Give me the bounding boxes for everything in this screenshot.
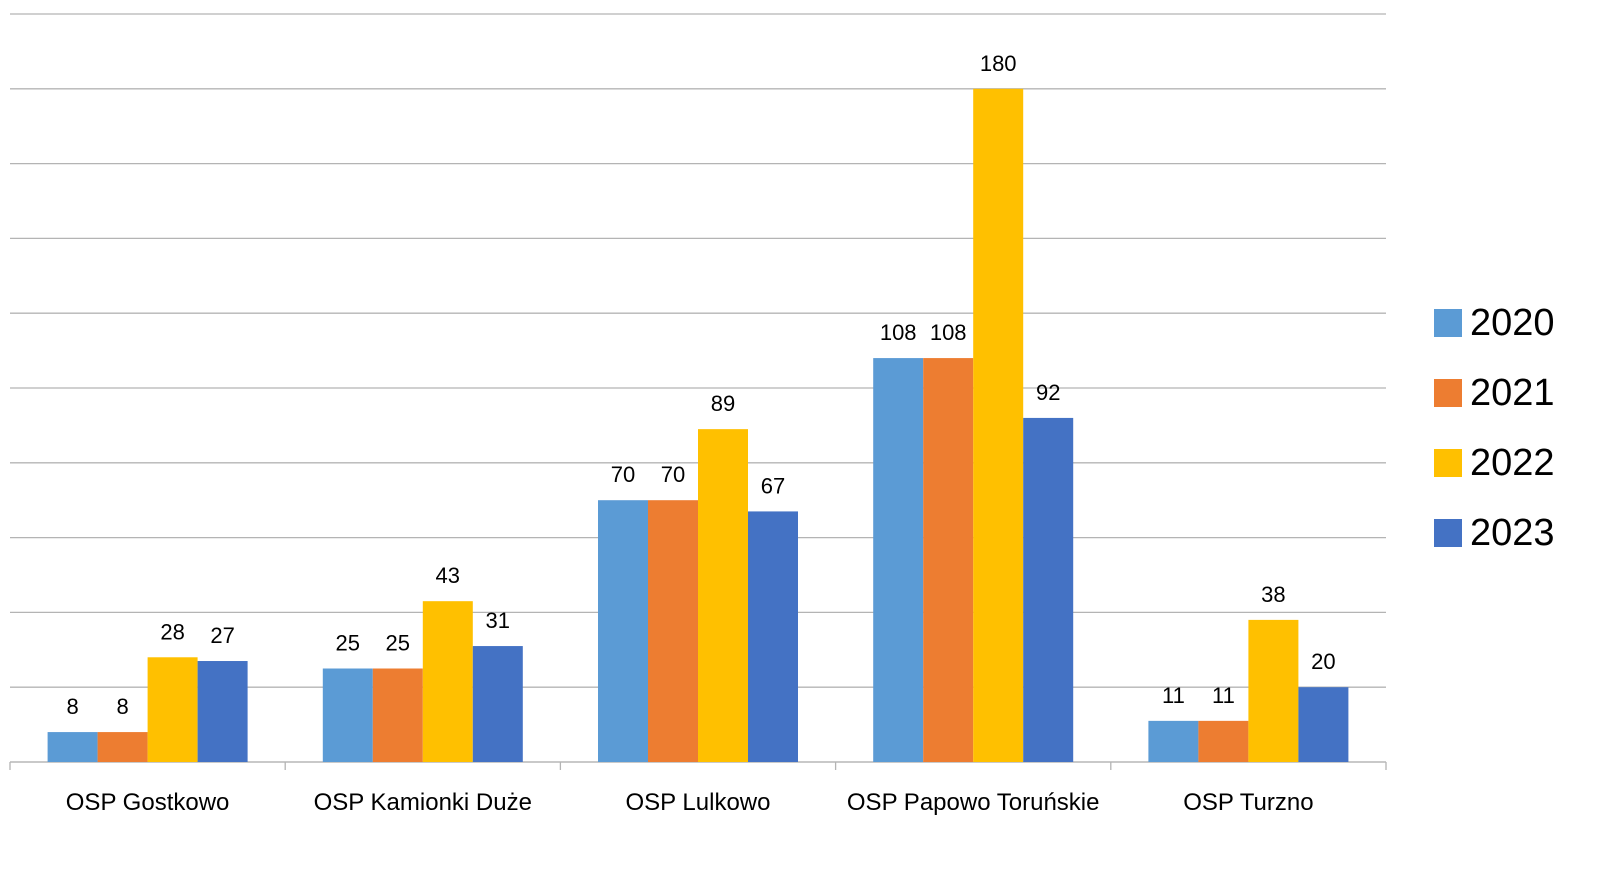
bar [648, 500, 698, 762]
x-tick-label: OSP Gostkowo [66, 789, 230, 816]
data-label: 28 [160, 619, 184, 644]
data-label: 25 [336, 631, 360, 656]
bar [472, 646, 523, 762]
data-label: 8 [116, 694, 128, 719]
x-tick-label: OSP Papowo Toruńskie [847, 789, 1100, 816]
legend-swatch [1434, 519, 1462, 547]
data-label: 31 [486, 608, 510, 633]
data-label: 20 [1311, 649, 1335, 674]
x-tick-label: OSP Turzno [1183, 789, 1313, 816]
bar [973, 88, 1024, 763]
bar [97, 732, 148, 762]
data-label: 43 [436, 563, 460, 588]
data-label: 89 [711, 391, 735, 416]
legend-label: 2022 [1470, 442, 1555, 484]
legend-swatch [1434, 379, 1462, 407]
data-label: 27 [210, 623, 234, 648]
data-label: 67 [761, 473, 785, 498]
data-label: 108 [930, 320, 967, 345]
bar [1198, 720, 1249, 762]
data-label: 11 [1162, 683, 1185, 708]
bar [1298, 687, 1349, 762]
bar [923, 358, 974, 762]
bar [748, 511, 798, 762]
legend-label: 2023 [1470, 512, 1555, 554]
bar [422, 601, 473, 762]
bar [372, 668, 423, 762]
legend-swatch [1434, 309, 1462, 337]
legend-swatch [1434, 449, 1462, 477]
data-label: 108 [880, 320, 917, 345]
data-label: 11 [1212, 683, 1235, 708]
bar [1023, 417, 1074, 762]
bar [698, 429, 748, 762]
legend-label: 2020 [1470, 302, 1555, 344]
data-label: 70 [611, 462, 635, 487]
x-tick-label: OSP Lulkowo [626, 789, 771, 816]
data-label: 92 [1036, 380, 1060, 405]
data-label: 70 [661, 462, 685, 487]
bar [873, 358, 924, 762]
data-label: 180 [980, 51, 1017, 76]
data-label: 8 [66, 694, 78, 719]
data-label: 25 [386, 631, 410, 656]
bar [322, 668, 373, 762]
bar [598, 500, 648, 762]
bar [147, 657, 198, 762]
x-tick-label: OSP Kamionki Duże [314, 789, 532, 816]
bar [1248, 619, 1299, 762]
legend-label: 2021 [1470, 372, 1555, 414]
data-label: 38 [1261, 582, 1285, 607]
bar [197, 661, 248, 762]
bar [47, 732, 98, 762]
bar [1148, 720, 1199, 762]
